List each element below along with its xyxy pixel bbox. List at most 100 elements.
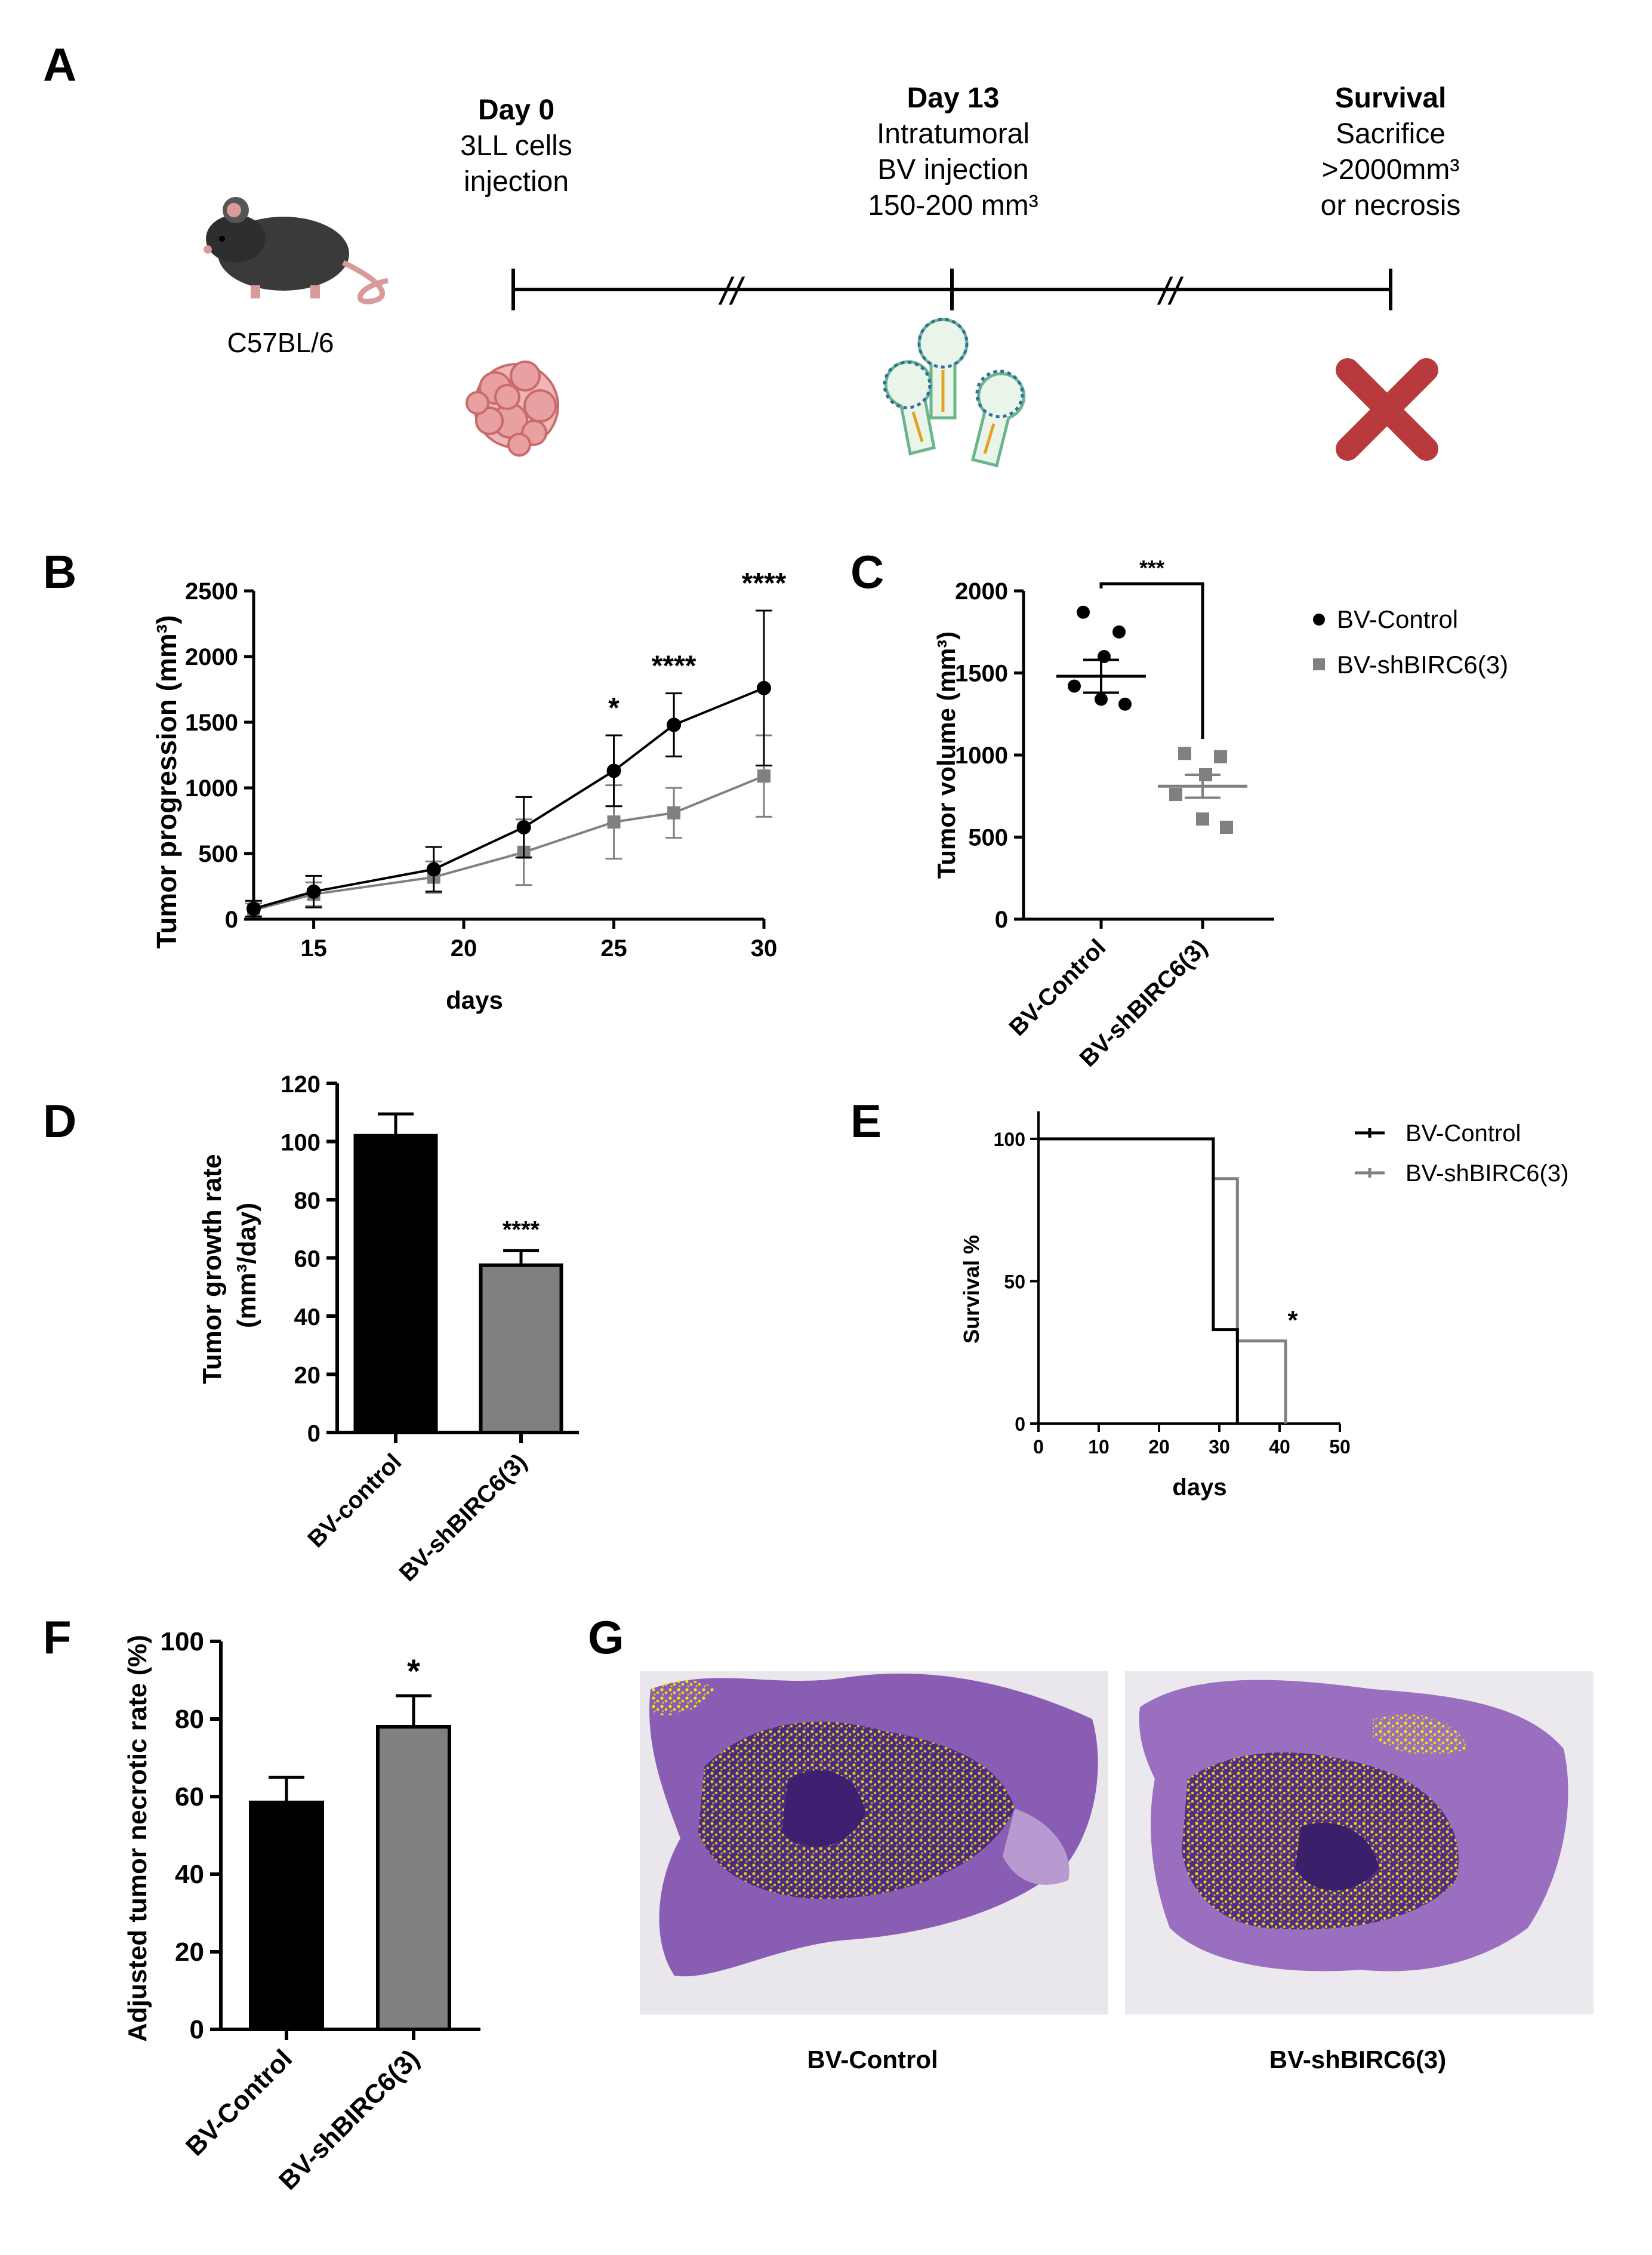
e-xtick-label: 0 bbox=[1033, 1436, 1044, 1458]
growth-rate-chart: Tumor growth rate (mm³/day) 0 20 40 60 80 100… bbox=[198, 1071, 579, 1586]
legend-bc: BV-Control BV-shBIRC6(3) bbox=[1313, 605, 1508, 679]
c-point-shbirc6 bbox=[1220, 821, 1233, 834]
step-survival-title: Survival bbox=[1335, 82, 1447, 114]
e-ytick-label: 50 bbox=[1004, 1271, 1025, 1293]
d-ytick-label: 80 bbox=[294, 1188, 321, 1214]
c-ytick-label: 0 bbox=[995, 907, 1008, 933]
virus-icon bbox=[883, 318, 1026, 468]
b-ytick-label: 2000 bbox=[185, 644, 238, 670]
c-point-shbirc6 bbox=[1178, 747, 1191, 760]
c-point-shbirc6 bbox=[1196, 812, 1209, 826]
e-ytick-label: 100 bbox=[994, 1129, 1025, 1150]
f-xtick-label: BV-Control bbox=[180, 2044, 298, 2161]
tumor-volume-chart: Tumor volume (mm³) 0 500 1000 1500 2000 BV-Co… bbox=[932, 556, 1274, 1072]
histology-image-control bbox=[640, 1671, 1108, 2014]
step-day13-line1: Intratumoral bbox=[877, 118, 1030, 150]
b-xtick-label: 25 bbox=[600, 935, 627, 962]
c-significance: *** bbox=[1139, 556, 1164, 580]
f-significance: * bbox=[407, 1652, 420, 1690]
histology-image-shbirc6 bbox=[1125, 1671, 1594, 2014]
d-ytick-label: 100 bbox=[281, 1130, 320, 1156]
step-day13-title: Day 13 bbox=[907, 82, 1000, 114]
d-ytick-label: 20 bbox=[294, 1363, 321, 1389]
b-point-shbirc6 bbox=[667, 806, 681, 820]
b-ytick-label: 1000 bbox=[185, 775, 238, 802]
b-significance: **** bbox=[652, 651, 696, 682]
step-survival-line3: or necrosis bbox=[1321, 190, 1461, 221]
step-day0-line2: injection bbox=[464, 166, 569, 198]
survival-xlabel: days bbox=[1172, 1474, 1226, 1501]
necrotic-rate-chart: Adjusted tumor necrotic rate (%) 0 20 40 60… bbox=[123, 1627, 480, 2196]
c-point-shbirc6 bbox=[1214, 750, 1227, 763]
c-ytick-label: 500 bbox=[968, 825, 1008, 851]
panel-label-c: C bbox=[850, 546, 884, 598]
panel-label-g: G bbox=[588, 1611, 624, 1663]
d-ytick-label: 0 bbox=[307, 1421, 320, 1447]
legend-shbirc6-marker bbox=[1313, 658, 1325, 670]
f-ytick-label: 60 bbox=[175, 1782, 204, 1812]
f-ytick-label: 0 bbox=[190, 2015, 204, 2044]
survival-chart: Survival % days 0 50 100 0 10 20 30 40 50 * bbox=[959, 1111, 1351, 1501]
b-ytick-label: 500 bbox=[198, 841, 238, 867]
legend-control-marker bbox=[1313, 614, 1325, 626]
timeline-break-1: // bbox=[718, 270, 745, 313]
legend-e-control-label: BV-Control bbox=[1406, 1120, 1521, 1147]
tumor-progression-chart: Tumor progression (mm³) days 0 500 1000 150… bbox=[151, 568, 787, 1014]
legend-shbirc6-label: BV-shBIRC6(3) bbox=[1337, 651, 1508, 679]
mouse-strain-label: C57BL/6 bbox=[227, 327, 334, 358]
e-xtick-label: 50 bbox=[1329, 1436, 1351, 1458]
e-significance: * bbox=[1288, 1306, 1299, 1335]
b-significance: **** bbox=[742, 568, 787, 599]
histology-caption-control: BV-Control bbox=[807, 2045, 938, 2074]
b-significance: * bbox=[608, 692, 620, 724]
mouse-icon bbox=[204, 197, 389, 304]
d-ytick-label: 120 bbox=[281, 1071, 320, 1098]
e-xtick-label: 30 bbox=[1209, 1436, 1230, 1458]
d-xtick-label: BV-control bbox=[303, 1449, 406, 1552]
c-point-control bbox=[1118, 697, 1132, 711]
histology-caption-shbirc6: BV-shBIRC6(3) bbox=[1269, 2045, 1446, 2074]
e-xtick-label: 40 bbox=[1269, 1436, 1290, 1458]
b-point-control bbox=[306, 884, 321, 899]
growth-rate-ylabel-line2: (mm³/day) bbox=[232, 1203, 261, 1328]
c-point-control bbox=[1077, 605, 1090, 619]
b-point-control bbox=[516, 820, 531, 834]
b-point-control bbox=[757, 680, 771, 695]
b-ytick-label: 2500 bbox=[185, 578, 238, 605]
e-ytick-label: 0 bbox=[1015, 1413, 1025, 1435]
b-point-control bbox=[246, 901, 261, 916]
step-day0-line1: 3LL cells bbox=[460, 130, 572, 162]
panel-label-d: D bbox=[43, 1095, 76, 1147]
d-ytick-label: 60 bbox=[294, 1246, 321, 1273]
b-xtick-label: 15 bbox=[300, 935, 327, 962]
e-xtick-label: 20 bbox=[1148, 1436, 1170, 1458]
histology-panel: BV-Control BV-shBIRC6(3) bbox=[640, 1671, 1594, 2074]
f-ytick-label: 20 bbox=[175, 1937, 204, 1967]
timeline-panel: C57BL/6 // // Day 0 3LL cells injection … bbox=[204, 82, 1461, 468]
panel-label-b: B bbox=[43, 546, 76, 598]
step-day0-title: Day 0 bbox=[478, 94, 554, 126]
step-day13-line2: BV injection bbox=[877, 154, 1028, 186]
b-point-shbirc6 bbox=[607, 815, 621, 829]
f-bar bbox=[376, 1725, 451, 2031]
c-point-control bbox=[1095, 692, 1108, 706]
e-survival-curve bbox=[1038, 1137, 1239, 1424]
timeline-break-2: // bbox=[1157, 270, 1184, 313]
necrotic-rate-ylabel: Adjusted tumor necrotic rate (%) bbox=[123, 1635, 152, 2042]
step-survival-line2: >2000mm³ bbox=[1322, 154, 1460, 186]
d-ytick-label: 40 bbox=[294, 1304, 321, 1330]
b-point-control bbox=[667, 717, 682, 732]
f-xtick-label: BV-shBIRC6(3) bbox=[273, 2044, 425, 2195]
d-significance: **** bbox=[503, 1216, 540, 1243]
growth-rate-ylabel: Tumor growth rate (mm³/day) bbox=[198, 1147, 261, 1384]
d-xtick-label: BV-shBIRC6(3) bbox=[394, 1449, 532, 1586]
step-day13-line3: 150-200 mm³ bbox=[868, 190, 1038, 221]
b-ytick-label: 1500 bbox=[185, 710, 238, 736]
c-point-control bbox=[1112, 625, 1126, 639]
tumor-volume-ylabel: Tumor volume (mm³) bbox=[932, 631, 960, 879]
b-point-control bbox=[606, 763, 621, 778]
panel-label-f: F bbox=[43, 1611, 72, 1663]
b-series-line bbox=[253, 775, 765, 911]
cross-icon bbox=[1336, 358, 1438, 461]
